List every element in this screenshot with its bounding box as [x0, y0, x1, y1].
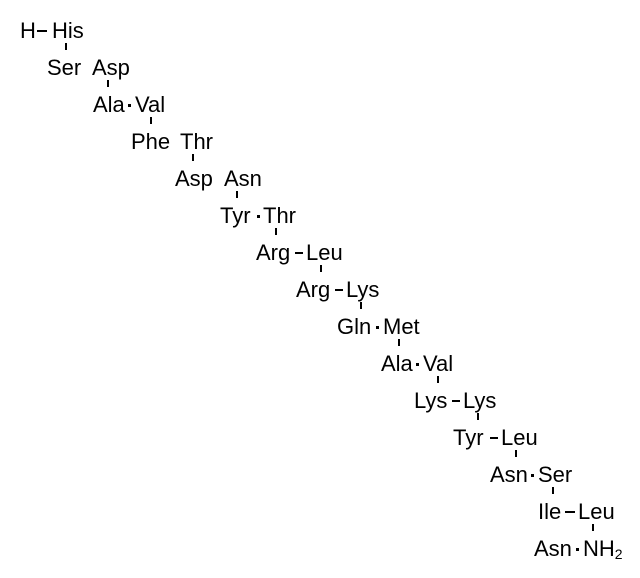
res-val-5: Val [135, 94, 165, 116]
res-asp-8: Asp [175, 168, 213, 190]
nh2-n: NH [583, 536, 615, 561]
res-thr-7: Thr [180, 131, 213, 153]
prefix-h: H [20, 20, 36, 42]
res-ser-25: Ser [538, 464, 572, 486]
res-ser-2: Ser [47, 57, 81, 79]
res-asn-9: Asn [224, 168, 262, 190]
bond-dot [376, 326, 379, 329]
bond-v [107, 80, 109, 87]
bond-v [477, 413, 479, 420]
nh2-sub: 2 [615, 546, 623, 562]
bond-dot [416, 363, 419, 366]
bond-h [335, 289, 343, 291]
res-lys-20: Lys [414, 390, 447, 412]
res-phe-6: Phe [131, 131, 170, 153]
bond-dot [576, 548, 579, 551]
res-leu-27: Leu [578, 501, 615, 523]
res-tyr-10: Tyr [220, 205, 251, 227]
bond-v [65, 43, 67, 50]
res-met-17: Met [383, 316, 420, 338]
bond-v [275, 228, 277, 235]
res-ile-26: Ile [538, 501, 561, 523]
bond-v [592, 524, 594, 531]
bond-dot [128, 104, 131, 107]
bond-v [515, 450, 517, 457]
bond-h [37, 30, 47, 32]
bond-v [236, 191, 238, 198]
res-thr-11: Thr [263, 205, 296, 227]
suffix-nh2: NH2 [583, 538, 623, 560]
res-lys-21: Lys [463, 390, 496, 412]
bond-v [398, 339, 400, 346]
res-ala-4: Ala [93, 94, 125, 116]
bond-h [490, 437, 498, 439]
bond-v [150, 117, 152, 124]
res-asn-28: Asn [534, 538, 572, 560]
res-val-19: Val [423, 353, 453, 375]
res-ala-18: Ala [381, 353, 413, 375]
res-leu-23: Leu [501, 427, 538, 449]
res-asn-24: Asn [490, 464, 528, 486]
bond-dot [531, 474, 534, 477]
peptide-diagram: H His Ser Asp Ala Val Phe Thr Asp Asn Ty… [0, 0, 640, 578]
res-arg-12: Arg [256, 242, 290, 264]
bond-h [452, 400, 460, 402]
res-leu-13: Leu [306, 242, 343, 264]
res-gln-16: Gln [337, 316, 371, 338]
bond-v [437, 376, 439, 383]
bond-v [192, 154, 194, 161]
res-arg-14: Arg [296, 279, 330, 301]
bond-v [320, 265, 322, 272]
res-his-1: His [52, 20, 84, 42]
bond-v [360, 302, 362, 309]
bond-dot [257, 215, 260, 218]
res-lys-15: Lys [346, 279, 379, 301]
res-tyr-22: Tyr [453, 427, 484, 449]
bond-h [295, 252, 303, 254]
res-asp-3: Asp [92, 57, 130, 79]
bond-v [552, 487, 554, 494]
bond-h [565, 511, 575, 513]
